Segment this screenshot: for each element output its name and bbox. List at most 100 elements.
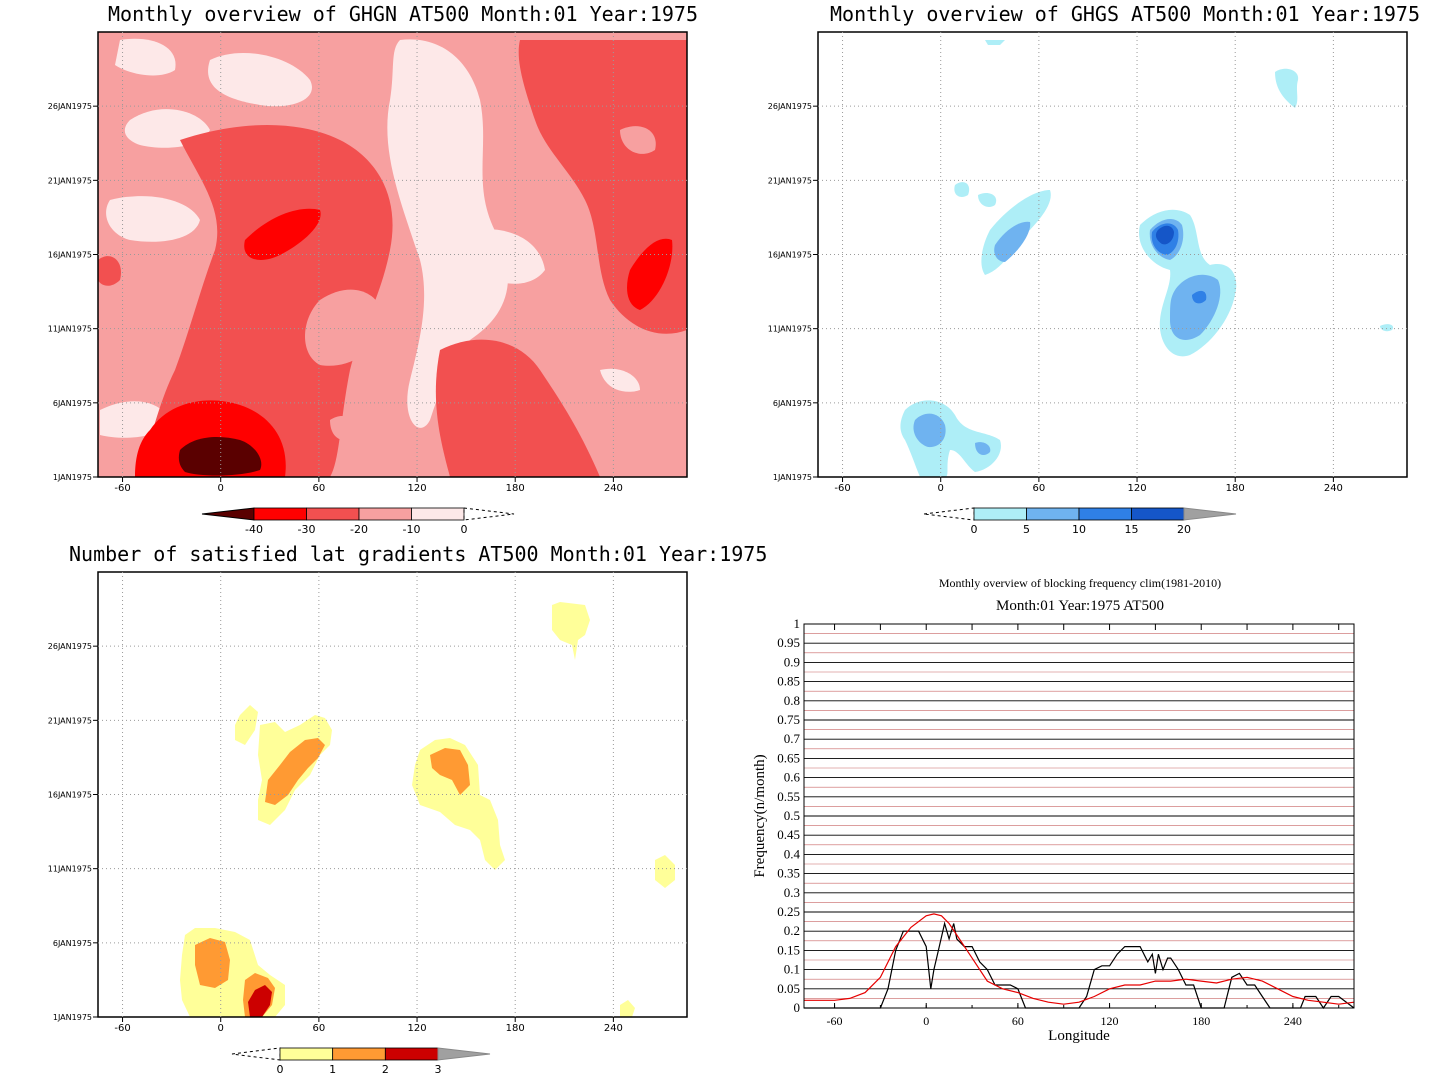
ghgn-colorbar: -40 -30 -20 -10 0 xyxy=(201,507,515,536)
freq-y-tick-label: 0.25 xyxy=(777,904,800,919)
y-tick-label: 21JAN1975 xyxy=(768,176,812,185)
freq-plot: 0 0.05 0.1 0.15 0.2 0.25 0.3 0.35 0.4 0.45 0.5 0.55… xyxy=(752,616,1355,1044)
freq-y-tick-label: 1 xyxy=(794,616,801,631)
colorbar-right-triangle xyxy=(463,507,515,521)
colorbar-box xyxy=(1078,507,1132,521)
y-tick-label: 21JAN1975 xyxy=(48,716,92,725)
lat-plot: -60 0 60 120 180 2401JAN19756JAN197511JAN1975… xyxy=(48,571,688,1076)
y-tick-label: 26JAN1975 xyxy=(48,102,92,111)
freq-x-tick-label: 240 xyxy=(1284,1014,1302,1028)
x-tick-label: 240 xyxy=(1324,483,1343,494)
freq-y-tick-label: 0.5 xyxy=(784,808,800,823)
lat-panel: Number of satisfied lat gradients AT500 … xyxy=(0,540,768,1091)
lat-title: Number of satisfied lat gradients AT500 … xyxy=(69,542,768,566)
x-tick-label: 180 xyxy=(506,1023,525,1034)
y-tick-label: 6JAN1975 xyxy=(53,399,92,408)
x-tick-label: 120 xyxy=(407,1023,426,1034)
freq-y-tick-label: 0.7 xyxy=(784,731,801,746)
ghgn-title: Monthly overview of GHGN AT500 Month:01 … xyxy=(108,2,699,26)
lat-colorbar: 0 1 2 3 xyxy=(231,1047,491,1076)
colorbar-left-triangle xyxy=(201,507,255,521)
x-tick-label: 0 xyxy=(938,483,944,494)
y-tick-label: 16JAN1975 xyxy=(768,251,812,260)
freq-x-tick-label: 0 xyxy=(923,1014,929,1028)
colorbar-label: 3 xyxy=(435,1063,442,1076)
freq-x-tick-label: 180 xyxy=(1192,1014,1210,1028)
colorbar-box xyxy=(306,507,360,521)
y-tick-label: 21JAN1975 xyxy=(48,176,92,185)
y-tick-label: 16JAN1975 xyxy=(48,251,92,260)
freq-y-tick-label: 0.1 xyxy=(784,962,800,977)
y-tick-label: 11JAN1975 xyxy=(48,325,92,334)
y-tick-label: 11JAN1975 xyxy=(768,325,812,334)
lat-axes: -60 0 60 120 180 240 1JAN1975 6JAN1975 11JAN1975… xyxy=(48,572,687,1034)
freq-series-line-red xyxy=(804,913,1355,1005)
colorbar-label: 5 xyxy=(1023,523,1030,536)
freq-series-line-black xyxy=(804,921,1355,1010)
freq-y-tick-label: 0.4 xyxy=(784,846,801,861)
y-tick-label: 1JAN1975 xyxy=(53,1013,92,1022)
colorbar-label: -10 xyxy=(403,523,421,536)
freq-x-tick-label: 60 xyxy=(1012,1014,1024,1028)
colorbar-label: 0 xyxy=(277,1063,284,1076)
ghgs-axes: -60 0 60 120 180 240 1JAN1975 6JAN1975 11JAN1975… xyxy=(768,32,1407,494)
freq-grid xyxy=(804,633,1354,999)
freq-panel: Monthly overview of blocking frequency c… xyxy=(720,545,1440,1091)
colorbar-right-triangle xyxy=(1183,507,1237,521)
colorbar-box xyxy=(384,1047,439,1061)
y-tick-label: 1JAN1975 xyxy=(53,473,92,482)
freq-frame xyxy=(803,623,1355,1009)
y-tick-label: 26JAN1975 xyxy=(48,642,92,651)
colorbar-label: -40 xyxy=(245,523,263,536)
freq-y-tick-label: 0.15 xyxy=(777,942,800,957)
colorbar-label: 0 xyxy=(971,523,978,536)
colorbar-box xyxy=(332,1047,386,1061)
freq-y-tick-label: 0 xyxy=(794,1000,801,1015)
ghgn-plot: -60 0 60 120 180 240 1JAN1975 6JAN1975 11JAN1975… xyxy=(48,31,688,536)
freq-y-tick-label: 0.95 xyxy=(777,635,800,650)
freq-xlabel: Longitude xyxy=(1048,1028,1110,1044)
colorbar-label: 20 xyxy=(1177,523,1191,536)
ghgs-colorbar: 0 5 10 15 20 xyxy=(923,507,1237,536)
colorbar-box xyxy=(279,1047,334,1061)
ghgs-plot: -60 0 60 120 180 240 1JAN1975 6JAN1975 11JAN1975… xyxy=(768,31,1408,536)
y-tick-label: 26JAN1975 xyxy=(768,102,812,111)
freq-y-tick-label: 0.85 xyxy=(777,674,800,689)
lat-contour-2 xyxy=(248,985,272,1017)
freq-y-tick-label: 0.9 xyxy=(784,654,800,669)
ghgs-panel: Monthly overview of GHGS AT500 Month:01 … xyxy=(720,0,1440,545)
y-tick-label: 1JAN1975 xyxy=(773,473,812,482)
colorbar-box xyxy=(358,507,412,521)
freq-x-tick-label: 120 xyxy=(1101,1014,1119,1028)
ghgs-title: Monthly overview of GHGS AT500 Month:01 … xyxy=(830,2,1421,26)
x-tick-label: 180 xyxy=(506,483,525,494)
freq-y-tick-label: 0.45 xyxy=(777,827,800,842)
colorbar-box xyxy=(1131,507,1185,521)
ghgn-contour-40 xyxy=(178,437,262,476)
freq-y-tick-label: 0.8 xyxy=(784,693,800,708)
colorbar-label: 10 xyxy=(1072,523,1086,536)
freq-axes: 0 0.05 0.1 0.15 0.2 0.25 0.3 0.35 0.4 0.45 0.5 0.55… xyxy=(777,616,1340,1028)
x-tick-label: 240 xyxy=(604,1023,623,1034)
freq-x-tick-label: -60 xyxy=(827,1014,843,1028)
y-tick-label: 6JAN1975 xyxy=(773,399,812,408)
ghgn-panel: Monthly overview of GHGN AT500 Month:01 … xyxy=(0,0,720,545)
colorbar-label: -30 xyxy=(298,523,316,536)
colorbar-box xyxy=(253,507,307,521)
freq-y-tick-label: 0.55 xyxy=(777,789,800,804)
colorbar-left-triangle xyxy=(923,507,975,521)
freq-subtitle: Month:01 Year:1975 AT500 xyxy=(996,598,1164,614)
x-tick-label: 60 xyxy=(313,483,326,494)
x-tick-label: 60 xyxy=(313,1023,326,1034)
freq-y-tick-label: 0.2 xyxy=(784,923,800,938)
x-tick-label: 120 xyxy=(1127,483,1146,494)
x-tick-label: 60 xyxy=(1033,483,1046,494)
colorbar-label: 15 xyxy=(1125,523,1139,536)
freq-y-tick-label: 0.75 xyxy=(777,712,800,727)
colorbar-box xyxy=(973,507,1027,521)
freq-y-tick-label: 0.3 xyxy=(784,885,800,900)
y-tick-label: 6JAN1975 xyxy=(53,939,92,948)
freq-y-tick-label: 0.05 xyxy=(777,981,800,996)
x-tick-label: 180 xyxy=(1226,483,1245,494)
x-tick-label: -60 xyxy=(834,483,850,494)
